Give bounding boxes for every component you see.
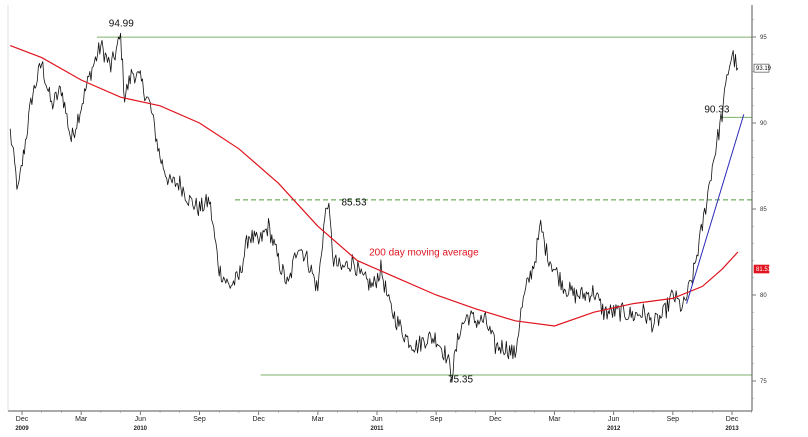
price-series-line <box>9 32 739 383</box>
x-year-label: 2013 <box>725 426 739 432</box>
x-tick-label: Dec <box>16 416 29 423</box>
x-tick-label: Mar <box>312 416 325 423</box>
series-group <box>9 32 745 383</box>
x-year-label: 2010 <box>134 426 148 432</box>
x-year-label: 2011 <box>370 426 384 432</box>
x-tick-label: Sep <box>430 416 443 423</box>
axis-value-tag: 81.51 <box>756 267 772 273</box>
axes: Dec Mar Jun Sep Dec Mar Jun Sep Dec Mar Jun Sep Dec 2… <box>7 5 767 432</box>
level-annotation: 90.33 <box>704 105 729 116</box>
x-tick-label: Dec <box>489 416 502 423</box>
labels: 93.19 81.51 94.99 85.53 75.35 90.33 200 day mo… <box>109 19 772 386</box>
axis-value-tag-box <box>753 63 770 73</box>
x-tick-label: Jun <box>608 416 619 423</box>
y-tick-label: 75 <box>760 379 767 385</box>
x-tick-label: Dec <box>252 416 265 423</box>
moving-average-line <box>9 45 739 327</box>
y-tick-label: 85 <box>760 207 767 213</box>
reference-lines <box>96 36 752 376</box>
level-annotation: 85.53 <box>342 198 367 209</box>
moving-average-label: 200 day moving average <box>369 247 479 258</box>
x-year-label: 2009 <box>15 426 29 432</box>
y-tick-label: 80 <box>760 293 767 299</box>
trend-line <box>686 114 745 304</box>
y-tick-label: 95 <box>760 35 767 41</box>
axis-value-tag-box <box>753 264 770 274</box>
level-annotation: 75.35 <box>448 375 473 386</box>
x-tick-label: Jun <box>371 416 382 423</box>
x-tick-label: Sep <box>667 416 680 423</box>
x-tick-label: Sep <box>193 416 206 423</box>
x-tick-label: Mar <box>548 416 561 423</box>
axis-value-tag: 93.19 <box>756 66 772 72</box>
x-tick-label: Jun <box>135 416 146 423</box>
level-annotation: 94.99 <box>109 19 134 30</box>
x-tick-label: Dec <box>726 416 739 423</box>
x-tick-label: Mar <box>75 416 88 423</box>
y-tick-label: 90 <box>760 121 767 127</box>
x-year-label: 2012 <box>607 426 621 432</box>
